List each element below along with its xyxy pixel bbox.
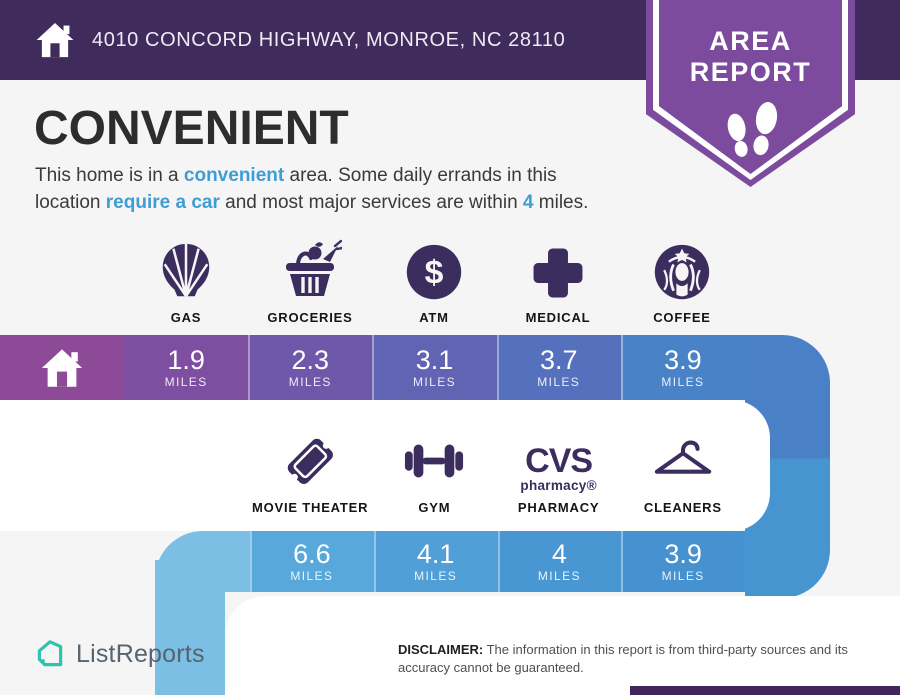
cvs-pharmacy-icon: CVS pharmacy® bbox=[520, 441, 597, 493]
amenity-groceries: GROCERIES bbox=[248, 236, 372, 325]
amenity-medical: MEDICAL bbox=[496, 236, 620, 325]
listreports-logo: ListReports bbox=[33, 637, 205, 671]
amenity-pharmacy: CVS pharmacy® PHARMACY bbox=[497, 432, 621, 516]
shell-gas-icon bbox=[162, 243, 210, 297]
amenity-label: GAS bbox=[170, 310, 202, 325]
description: This home is in a convenient area. Some … bbox=[35, 165, 589, 213]
distance-cell-movie-theater: 6.6 MILES bbox=[250, 531, 374, 592]
amenity-label: GROCERIES bbox=[267, 310, 353, 325]
amenity-label: COFFEE bbox=[653, 310, 711, 325]
amenity-coffee: COFFEE bbox=[620, 236, 744, 325]
area-report-badge: AREA REPORT bbox=[646, 0, 855, 187]
gym-dumbbell-icon bbox=[405, 444, 464, 478]
distance-bar-2: 6.6 MILES 4.1 MILES 4 MILES 3.9 MILES bbox=[155, 531, 745, 592]
starbucks-coffee-icon bbox=[654, 244, 710, 300]
listreports-house-icon bbox=[37, 640, 63, 667]
svg-text:$: $ bbox=[425, 253, 444, 291]
disclaimer-text: The information in this report is from t… bbox=[398, 642, 848, 675]
distance-cell-gas: 1.9 MILES bbox=[124, 335, 249, 400]
home-icon bbox=[36, 22, 74, 58]
bottom-purple-strip bbox=[630, 686, 900, 695]
distance-cell-pharmacy: 4 MILES bbox=[497, 531, 622, 592]
footer-white-card bbox=[225, 596, 900, 695]
badge-title: AREA REPORT bbox=[689, 26, 812, 87]
distance-cell-cleaners: 3.9 MILES bbox=[621, 531, 745, 592]
route-connector bbox=[155, 531, 250, 592]
amenity-label: PHARMACY bbox=[517, 500, 600, 515]
amenity-gas: GAS bbox=[124, 236, 248, 325]
amenity-label: MEDICAL bbox=[525, 310, 591, 325]
distance-cell-medical: 3.7 MILES bbox=[496, 335, 621, 400]
page-title: CONVENIENT bbox=[34, 102, 349, 155]
amenity-label: GYM bbox=[418, 500, 451, 515]
home-cell bbox=[0, 335, 124, 400]
amenities-row-2: MOVIE THEATER GYM CVS bbox=[248, 432, 745, 515]
distance-bar-1: 1.9 MILES 2.3 MILES 3.1 MILES 3.7 MILES … bbox=[0, 335, 746, 400]
groceries-basket-icon bbox=[286, 239, 342, 296]
amenity-label: MOVIE THEATER bbox=[251, 500, 369, 515]
disclaimer-label: DISCLAIMER: bbox=[398, 642, 484, 657]
footprints-icon bbox=[727, 102, 777, 157]
distance-cell-groceries: 2.3 MILES bbox=[248, 335, 373, 400]
amenity-label: CLEANERS bbox=[643, 500, 722, 515]
amenity-cleaners: CLEANERS bbox=[621, 432, 745, 515]
atm-dollar-icon: $ bbox=[406, 244, 462, 300]
movie-ticket-icon bbox=[287, 438, 334, 484]
medical-cross-icon bbox=[533, 248, 583, 298]
distance-cell-gym: 4.1 MILES bbox=[373, 531, 498, 592]
mid-white-card bbox=[0, 400, 770, 531]
distance-cell-coffee: 3.9 MILES bbox=[620, 335, 746, 400]
amenity-atm: $ ATM bbox=[372, 236, 496, 325]
amenity-gym: GYM bbox=[372, 432, 496, 515]
brand-name: ListReports bbox=[76, 639, 205, 668]
amenity-label: ATM bbox=[419, 310, 449, 325]
hanger-cleaners-icon bbox=[654, 440, 712, 474]
amenity-movie-theater: MOVIE THEATER bbox=[248, 432, 372, 515]
home-icon bbox=[41, 348, 83, 387]
distance-cell-atm: 3.1 MILES bbox=[372, 335, 497, 400]
disclaimer: DISCLAIMER: The information in this repo… bbox=[398, 641, 870, 677]
header-address: 4010 CONCORD HIGHWAY, MONROE, NC 28110 bbox=[92, 28, 566, 51]
amenities-row-1: GAS GROCERIES $ bbox=[124, 236, 744, 325]
